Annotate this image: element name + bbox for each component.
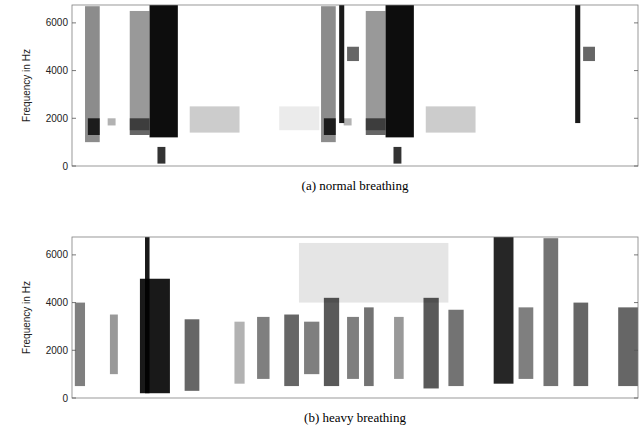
cell [130,11,150,130]
cell [575,5,580,123]
y-tick-label: 6000 [46,249,69,260]
y-tick [634,118,638,119]
y-tick-label: 4000 [46,297,69,308]
y-tick [634,302,638,303]
y-tick [72,70,76,71]
y-tick-label: 6000 [46,17,69,28]
cell [110,315,118,375]
cells [75,237,638,393]
y-tick-label: 0 [62,161,68,172]
y-tick [634,398,638,399]
caption: (b) heavy breathing [304,410,406,425]
cell [130,118,150,135]
y-tick-label: 2000 [46,345,69,356]
cells [85,5,595,164]
cell [347,317,359,379]
cell [573,303,588,386]
cell [140,279,170,393]
cell [304,322,319,374]
panel: 0 2000 4000 6000 Frequency in Hz (a) normal b… [21,4,638,193]
y-tick [634,254,638,255]
y-tick [72,166,76,167]
y-tick [634,166,638,167]
cell [426,106,476,132]
cell [88,118,100,135]
cell [85,6,100,142]
cell [299,243,448,303]
y-tick [72,22,76,23]
frame [72,5,638,166]
y-tick [634,70,638,71]
y-axis-title: Frequency in Hz [21,49,32,122]
y-axis-title: Frequency in Hz [21,281,32,354]
cell [150,5,178,137]
cell [157,147,165,164]
cell [284,315,299,387]
panel: 0 2000 4000 6000 Frequency in Hz (b) heavy br… [21,231,638,425]
cell [448,310,463,386]
cell [519,307,534,379]
cell [366,11,386,130]
cell [364,307,374,386]
cell [494,237,514,384]
cell [393,147,401,164]
cell [344,118,352,125]
cell [108,118,116,125]
y-tick [72,350,76,351]
cell [583,47,595,61]
cell [279,106,319,130]
y-tick-label: 2000 [46,113,69,124]
cell [324,298,339,386]
cell [321,6,336,142]
frame [72,237,638,398]
cell [190,106,240,132]
cell [234,322,244,384]
caption: (a) normal breathing [302,178,409,193]
cell [423,298,438,389]
cell [324,118,336,135]
cell [185,319,200,391]
cell [257,317,269,379]
cell [339,5,344,123]
y-tick [72,398,76,399]
cell [75,303,85,386]
cell [394,317,404,379]
cell [347,47,359,61]
y-tick [634,350,638,351]
cell [543,238,558,386]
y-tick [72,302,76,303]
figure: 0 2000 4000 6000 Frequency in Hz (a) normal b… [0,0,644,438]
y-tick [634,22,638,23]
y-tick [72,254,76,255]
y-tick [72,118,76,119]
cell [618,307,638,386]
cell [386,5,414,137]
plot-area [72,237,638,398]
cell [145,237,150,393]
cell [366,118,386,135]
y-tick-label: 0 [62,393,68,404]
y-tick-label: 4000 [46,65,69,76]
